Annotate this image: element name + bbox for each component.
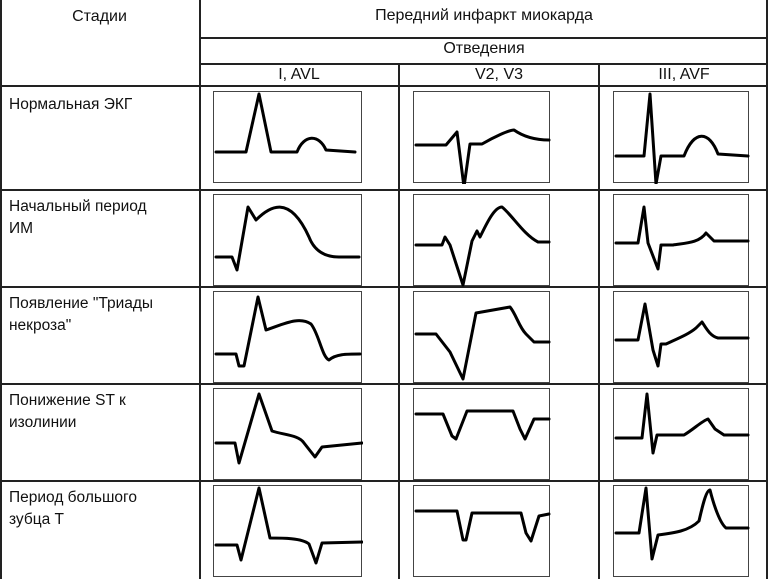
ecg-waveform bbox=[214, 392, 363, 465]
ecg-trace-large-t-lead-2 bbox=[414, 509, 551, 543]
ecg-waveform bbox=[414, 205, 551, 287]
ecg-box-st-decrease-lead-2 bbox=[413, 388, 551, 480]
stages-header: Стадии bbox=[72, 8, 127, 25]
ecg-trace-initial-lead-3 bbox=[614, 205, 750, 271]
ecg-waveform bbox=[214, 486, 363, 565]
lead-header-2: V2, V3 bbox=[474, 66, 524, 83]
column-divider-lead-2 bbox=[598, 63, 600, 579]
lead-header-3: III, AVF bbox=[658, 66, 710, 83]
ecg-box-normal-lead-1 bbox=[213, 91, 362, 183]
ecg-waveform bbox=[614, 92, 750, 184]
stage-label-st-decrease: Понижение ST к изолинии bbox=[9, 392, 126, 431]
stage-label-necrosis-triad: Появление "Триады некроза" bbox=[9, 295, 154, 334]
ecg-waveform bbox=[414, 305, 551, 381]
table-title: Передний инфаркт миокарда bbox=[375, 7, 593, 24]
ecg-box-necrosis-triad-lead-1 bbox=[213, 291, 362, 383]
stage-label-large-t: Период большого зубца T bbox=[9, 489, 137, 528]
ecg-waveform bbox=[614, 486, 750, 561]
row-divider-1 bbox=[0, 189, 768, 191]
ecg-waveform bbox=[214, 295, 362, 368]
ecg-box-normal-lead-3 bbox=[613, 91, 750, 184]
ecg-waveform bbox=[414, 128, 551, 184]
lead-header-1: I, AVL bbox=[278, 66, 320, 83]
ecg-trace-initial-lead-2 bbox=[414, 205, 551, 287]
ecg-trace-large-t-lead-3 bbox=[614, 486, 750, 561]
ecg-box-st-decrease-lead-3 bbox=[613, 388, 750, 480]
ecg-box-necrosis-triad-lead-2 bbox=[413, 291, 551, 383]
ecg-waveform bbox=[614, 205, 750, 271]
ecg-box-initial-lead-2 bbox=[413, 194, 551, 287]
ecg-trace-normal-lead-2 bbox=[414, 128, 551, 184]
ecg-trace-necrosis-triad-lead-2 bbox=[414, 305, 551, 381]
ecg-box-initial-lead-3 bbox=[613, 194, 750, 286]
table-border-left bbox=[0, 0, 2, 579]
ecg-waveform bbox=[414, 509, 551, 543]
ecg-box-necrosis-triad-lead-3 bbox=[613, 291, 750, 383]
ecg-box-normal-lead-2 bbox=[413, 91, 551, 184]
ecg-waveform bbox=[214, 205, 361, 272]
ecg-box-large-t-lead-2 bbox=[413, 485, 551, 577]
stage-label-initial: Начальный период ИМ bbox=[9, 198, 147, 237]
header-bottom-line bbox=[0, 85, 768, 87]
header-divider-title bbox=[199, 37, 768, 39]
ecg-trace-necrosis-triad-lead-3 bbox=[614, 302, 750, 368]
ecg-trace-st-decrease-lead-3 bbox=[614, 392, 750, 455]
leads-header: Отведения bbox=[443, 40, 525, 57]
stage-label-normal: Нормальная ЭКГ bbox=[9, 96, 133, 113]
ecg-box-large-t-lead-3 bbox=[613, 485, 750, 577]
row-divider-3 bbox=[0, 383, 768, 385]
ecg-trace-initial-lead-1 bbox=[214, 205, 361, 272]
ecg-waveform bbox=[614, 392, 750, 455]
ecg-box-large-t-lead-1 bbox=[213, 485, 363, 577]
ecg-trace-normal-lead-1 bbox=[214, 92, 357, 154]
header-divider-leads bbox=[199, 63, 768, 65]
column-divider-lead-1 bbox=[398, 63, 400, 579]
ecg-trace-necrosis-triad-lead-1 bbox=[214, 295, 362, 368]
ecg-trace-st-decrease-lead-1 bbox=[214, 392, 363, 465]
row-divider-2 bbox=[0, 286, 768, 288]
row-divider-4 bbox=[0, 480, 768, 482]
ecg-trace-normal-lead-3 bbox=[614, 92, 750, 184]
table-border-right bbox=[766, 0, 768, 579]
ecg-box-st-decrease-lead-1 bbox=[213, 388, 363, 480]
ecg-trace-st-decrease-lead-2 bbox=[414, 409, 551, 441]
ecg-box-initial-lead-1 bbox=[213, 194, 362, 286]
ecg-trace-large-t-lead-1 bbox=[214, 486, 363, 565]
column-divider-stages bbox=[199, 0, 201, 579]
ecg-waveform bbox=[414, 409, 551, 441]
ecg-waveform bbox=[614, 302, 750, 368]
ecg-waveform bbox=[214, 92, 357, 154]
